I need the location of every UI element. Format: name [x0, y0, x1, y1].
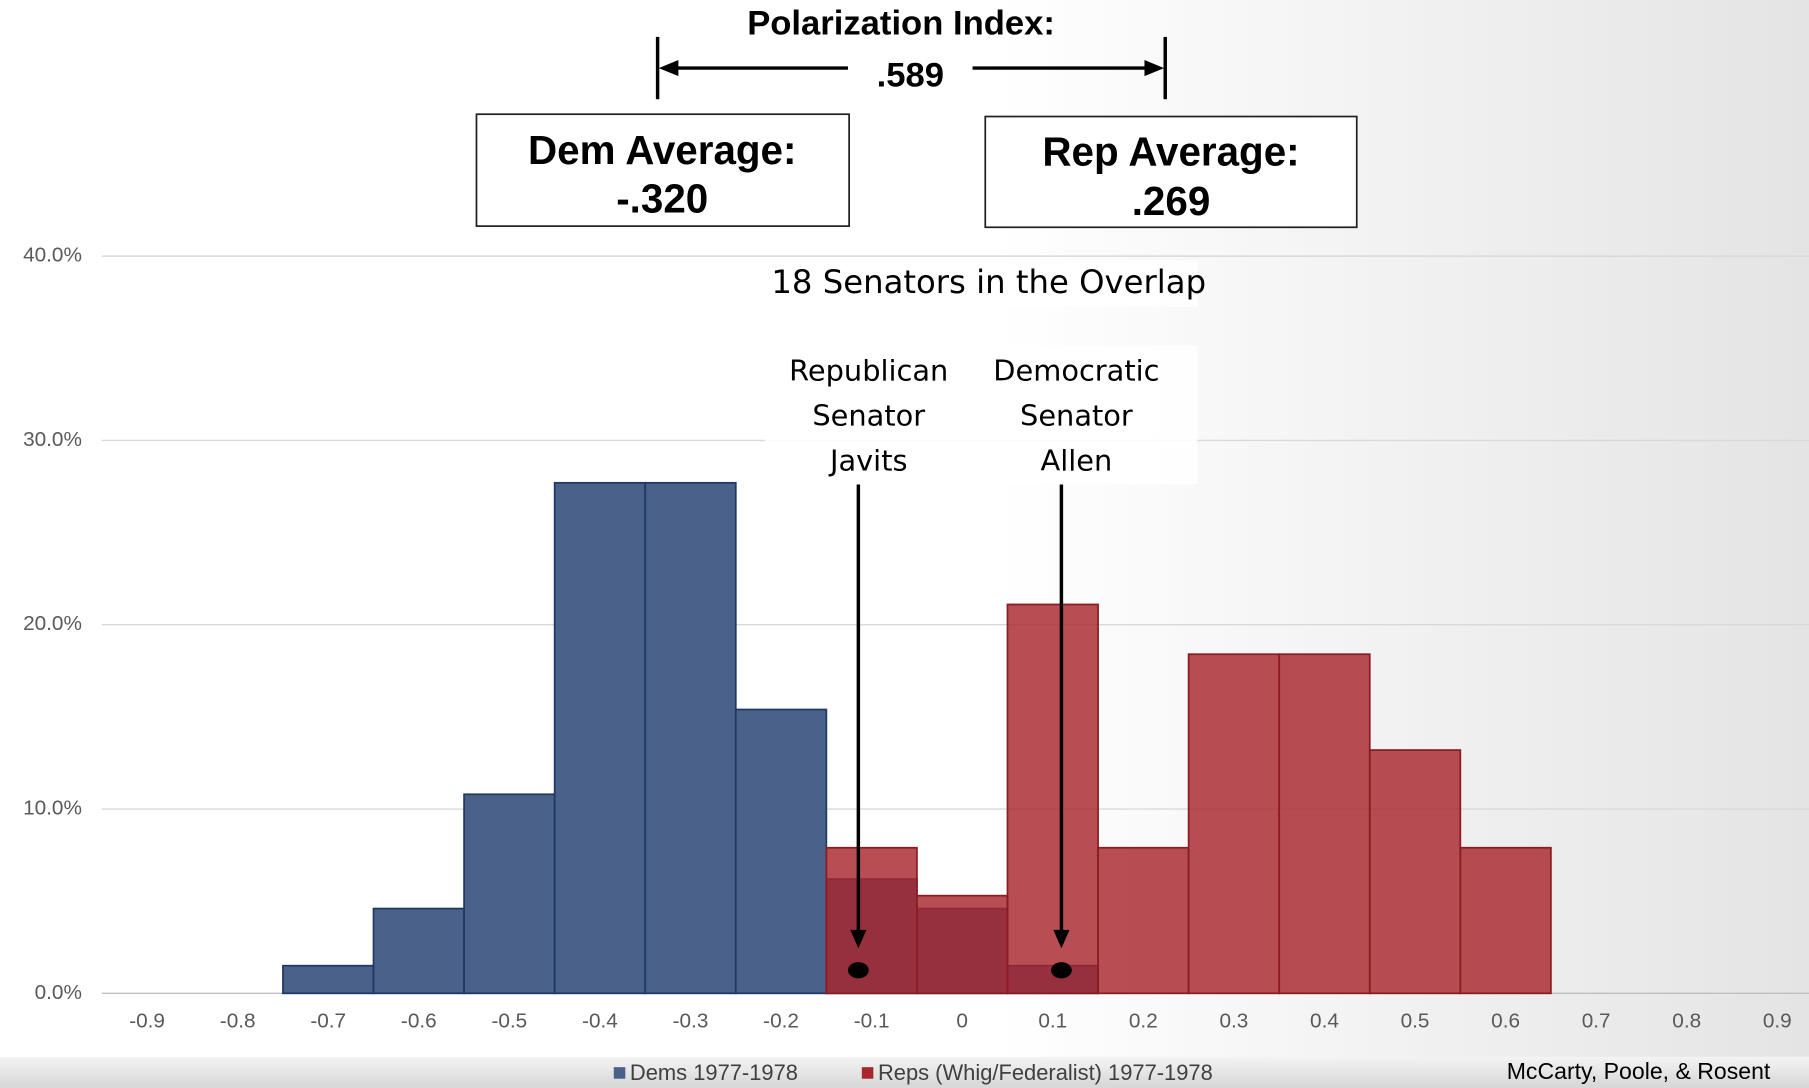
x-tick-label: 0.1 [1038, 1010, 1067, 1033]
senator-dot [848, 962, 869, 978]
javits-note: Republican [789, 354, 948, 388]
polarization-label: Polarization Index: [747, 5, 1055, 43]
x-tick-label: -0.1 [854, 1010, 890, 1033]
x-tick-label: 0.7 [1582, 1010, 1611, 1033]
legend-label: Dems 1977-1978 [630, 1060, 798, 1085]
x-tick-label: 0.6 [1491, 1010, 1520, 1033]
source: McCarty, Poole, & Rosent [1507, 1058, 1771, 1084]
rep-value: .269 [1132, 178, 1211, 224]
x-tick-label: 0.2 [1129, 1010, 1158, 1033]
legend-swatch [862, 1067, 874, 1079]
histogram-bar [1098, 848, 1189, 994]
histogram-bar [736, 710, 827, 994]
histogram-bar [1007, 604, 1098, 993]
x-tick-label: -0.2 [763, 1010, 799, 1033]
allen-note: Democratic [993, 354, 1159, 388]
histogram-bar [283, 966, 374, 994]
histogram-bar [1370, 750, 1461, 993]
y-tick-label: 10.0% [23, 797, 82, 820]
x-tick-label: 0.5 [1401, 1010, 1430, 1033]
dem-label: Dem Average: [528, 127, 796, 173]
x-tick-label: -0.8 [220, 1010, 256, 1033]
histogram-bar [645, 483, 736, 994]
x-tick-label: 0.8 [1672, 1010, 1701, 1033]
x-tick-label: -0.9 [129, 1010, 165, 1033]
allen-note: Senator [1020, 399, 1133, 433]
javits-note: Javits [828, 444, 908, 478]
y-tick-label: 20.0% [23, 612, 82, 635]
senator-dot [1051, 962, 1072, 978]
x-tick-label: -0.4 [582, 1010, 618, 1033]
histogram-bar [374, 909, 465, 994]
histogram-bar [464, 794, 555, 993]
y-tick-label: 40.0% [23, 244, 82, 267]
javits-note: Senator [812, 399, 925, 433]
x-tick-label: 0.9 [1763, 1010, 1792, 1033]
histogram-bar [826, 848, 917, 994]
dem-value: -.320 [616, 176, 708, 222]
polarization-value: .589 [877, 56, 944, 94]
x-tick-label: 0 [956, 1010, 968, 1033]
histogram-bar [917, 896, 1008, 994]
x-tick-label: -0.3 [673, 1010, 709, 1033]
legend-swatch [614, 1067, 626, 1079]
legend-label: Reps (Whig/Federalist) 1977-1978 [878, 1060, 1213, 1085]
x-tick-label: -0.5 [491, 1010, 527, 1033]
allen-note: Allen [1041, 444, 1113, 478]
x-tick-label: 0.4 [1310, 1010, 1339, 1033]
histogram-bar [1460, 848, 1551, 994]
y-tick-label: 0.0% [35, 981, 82, 1004]
x-tick-label: -0.6 [401, 1010, 437, 1033]
histogram-bar [555, 483, 646, 994]
rep-label: Rep Average: [1042, 128, 1299, 174]
histogram-bar [1189, 654, 1280, 993]
histogram-bar [1279, 654, 1370, 993]
overlap-note: 18 Senators in the Overlap [771, 263, 1206, 301]
chart: 0.0% 10.0% 20.0% 30.0% 40.0% -0.9 -0.8 -0.7 -0.6… [0, 0, 1809, 1088]
x-tick-label: 0.3 [1219, 1010, 1248, 1033]
x-tick-label: -0.7 [310, 1010, 346, 1033]
y-tick-label: 30.0% [23, 428, 82, 451]
